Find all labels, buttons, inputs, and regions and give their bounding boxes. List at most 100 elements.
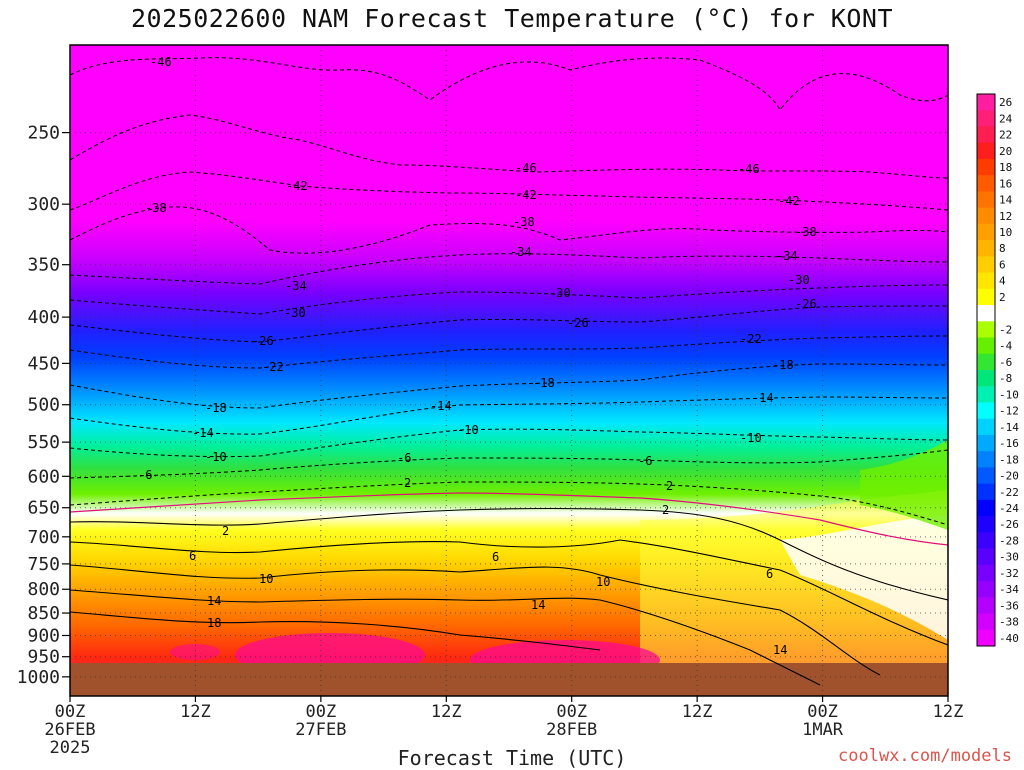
colorbar-label: 20 bbox=[999, 145, 1012, 158]
colorbar-label: 22 bbox=[999, 129, 1012, 142]
colorbar-label: 16 bbox=[999, 177, 1012, 190]
x-tick-date: 1MAR bbox=[802, 720, 844, 740]
colorbar-label: 26 bbox=[999, 96, 1012, 109]
colorbar-label: -22 bbox=[999, 486, 1019, 499]
colorbar-swatch bbox=[977, 353, 995, 371]
contour-label: -46 bbox=[150, 55, 172, 69]
colorbar-label: -28 bbox=[999, 534, 1019, 547]
y-tick-label: 650 bbox=[27, 498, 60, 519]
source-credit: coolwx.com/models bbox=[838, 746, 1012, 766]
colorbar-swatch bbox=[977, 402, 995, 420]
contour-label: 10 bbox=[596, 575, 610, 589]
chart-title: 2025022600 NAM Forecast Temperature (°C)… bbox=[130, 4, 893, 33]
colorbar-label: 24 bbox=[999, 112, 1013, 125]
contour-label: -34 bbox=[285, 279, 307, 293]
contour-lines bbox=[70, 57, 948, 686]
colorbar-swatch bbox=[977, 126, 995, 144]
colorbar-label: -16 bbox=[999, 437, 1019, 450]
y-tick-label: 750 bbox=[27, 554, 60, 575]
contour-label: -18 bbox=[772, 358, 794, 372]
colorbar-swatch bbox=[977, 499, 995, 517]
isotherm-plus10 bbox=[70, 564, 881, 676]
contour-label: 10 bbox=[259, 572, 273, 586]
x-tick-time: 00Z bbox=[807, 702, 838, 722]
colorbar-swatch bbox=[977, 191, 995, 209]
colorbar-swatch bbox=[977, 532, 995, 550]
colorbar-label: 4 bbox=[999, 275, 1006, 288]
y-tick-label: 450 bbox=[27, 353, 60, 374]
colorbar-label: -6 bbox=[999, 356, 1012, 369]
colorbar-swatch bbox=[977, 564, 995, 582]
colorbar-label: -30 bbox=[999, 551, 1019, 564]
isotherm-minus2 bbox=[70, 481, 948, 526]
colorbar: 26 24 22 20 18 16 14 12 10 8 6 4 2 -2 -4 -6 -8 -10 -12 -14 -… bbox=[976, 93, 1019, 647]
contour-label: 2 bbox=[222, 524, 229, 538]
contour-label: -42 bbox=[286, 179, 308, 193]
isotherm-minus14 bbox=[70, 396, 948, 435]
contour-label: -38 bbox=[795, 225, 817, 239]
isotherm-minus30 bbox=[70, 284, 948, 315]
contour-label: -22 bbox=[740, 332, 762, 346]
colorbar-swatch bbox=[977, 581, 995, 598]
colorbar-swatch bbox=[977, 240, 995, 257]
isotherm-plus18 bbox=[70, 611, 601, 651]
colorbar-swatch bbox=[977, 305, 995, 322]
colorbar-label: -26 bbox=[999, 518, 1019, 531]
colorbar-swatch bbox=[977, 597, 995, 615]
contour-label: 2 bbox=[666, 479, 673, 493]
x-tick-time: 00Z bbox=[55, 702, 86, 722]
x-tick-year: 2025 bbox=[50, 738, 91, 758]
colorbar-label: 12 bbox=[999, 210, 1012, 223]
grid-lines bbox=[70, 45, 948, 696]
contour-label: 2 bbox=[404, 476, 411, 490]
colorbar-swatch bbox=[977, 434, 995, 452]
contour-label-group: -46 -46 -46 -42 -42 -42 -38 -38 -38 -34 … bbox=[138, 55, 817, 657]
isotherm-minus22 bbox=[70, 335, 948, 369]
y-tick-label: 400 bbox=[27, 307, 60, 328]
colorbar-swatch bbox=[977, 451, 995, 468]
colorbar-label: -10 bbox=[999, 388, 1019, 401]
isotherm-minus42 bbox=[70, 171, 948, 211]
y-tick-label: 300 bbox=[27, 194, 60, 215]
colorbar-label: 18 bbox=[999, 161, 1012, 174]
y-tick-label: 250 bbox=[27, 123, 60, 144]
contour-label: -14 bbox=[430, 399, 452, 413]
contour-label: -30 bbox=[549, 286, 571, 300]
colorbar-swatch bbox=[977, 142, 995, 160]
isotherm-plus2 bbox=[70, 507, 948, 601]
colorbar-label: -38 bbox=[999, 616, 1019, 629]
y-tick-label: 550 bbox=[27, 432, 60, 453]
colorbar-swatch bbox=[977, 94, 995, 111]
contour-label: -42 bbox=[515, 188, 537, 202]
colorbar-swatch bbox=[977, 207, 995, 225]
colorbar-label: -24 bbox=[999, 502, 1019, 515]
contour-label: -22 bbox=[262, 360, 284, 374]
colorbar-swatch bbox=[977, 288, 995, 306]
x-tick-date: 28FEB bbox=[546, 720, 597, 740]
plot-frame bbox=[69, 44, 949, 697]
colorbar-swatch bbox=[977, 321, 995, 339]
y-tick-label: 600 bbox=[27, 466, 60, 487]
contour-label: -10 bbox=[457, 423, 479, 437]
colorbar-label: -2 bbox=[999, 323, 1012, 336]
colorbar-swatch bbox=[977, 223, 995, 241]
contour-label: 14 bbox=[531, 598, 545, 612]
contour-label: -34 bbox=[776, 249, 798, 263]
contour-label: -10 bbox=[740, 431, 762, 445]
contour-label: 18 bbox=[207, 616, 221, 630]
y-tick-label: 1000 bbox=[17, 667, 60, 688]
contour-label: -46 bbox=[515, 161, 537, 175]
contour-label: -18 bbox=[205, 401, 227, 415]
colorbar-swatch bbox=[977, 548, 995, 566]
contour-label: -14 bbox=[192, 426, 214, 440]
colorbar-frame bbox=[976, 93, 996, 647]
colorbar-label: 8 bbox=[999, 242, 1006, 255]
colorbar-label: -14 bbox=[999, 421, 1019, 434]
contour-label: -10 bbox=[205, 450, 227, 464]
y-tick-label: 350 bbox=[27, 255, 60, 276]
colorbar-label: -34 bbox=[999, 583, 1019, 596]
x-tick-date: 27FEB bbox=[295, 720, 346, 740]
colorbar-label: 10 bbox=[999, 226, 1012, 239]
